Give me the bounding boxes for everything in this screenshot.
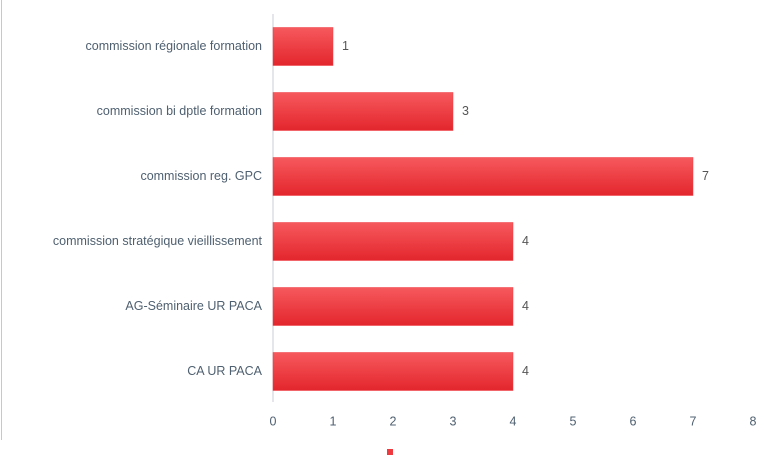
y-tick-label: commission bi dptle formation xyxy=(97,104,262,118)
x-tick-label: 2 xyxy=(390,414,397,428)
y-tick-label: commission stratégique vieillissement xyxy=(53,234,263,248)
y-tick-label: commission reg. GPC xyxy=(140,169,262,183)
y-tick-label: commission régionale formation xyxy=(86,39,263,53)
value-label: 4 xyxy=(522,364,529,378)
x-tick-label: 4 xyxy=(510,414,517,428)
bar xyxy=(272,222,514,261)
y-tick-label: AG-Séminaire UR PACA xyxy=(125,299,262,313)
x-tick-label: 3 xyxy=(450,414,457,428)
x-tick-label: 8 xyxy=(750,414,757,428)
bar xyxy=(272,27,334,66)
x-tick-label: 0 xyxy=(270,414,277,428)
legend-marker xyxy=(387,449,393,455)
value-label: 1 xyxy=(342,39,349,53)
value-label: 4 xyxy=(522,299,529,313)
bar xyxy=(272,92,454,131)
bar xyxy=(272,287,514,326)
y-tick-label: CA UR PACA xyxy=(187,364,262,378)
bar xyxy=(272,352,514,391)
x-tick-label: 5 xyxy=(570,414,577,428)
value-label: 7 xyxy=(702,169,709,183)
x-tick-label: 6 xyxy=(630,414,637,428)
value-label: 4 xyxy=(522,234,529,248)
x-tick-label: 7 xyxy=(690,414,697,428)
x-tick-label: 1 xyxy=(330,414,337,428)
value-label: 3 xyxy=(462,104,469,118)
bar xyxy=(272,157,694,196)
